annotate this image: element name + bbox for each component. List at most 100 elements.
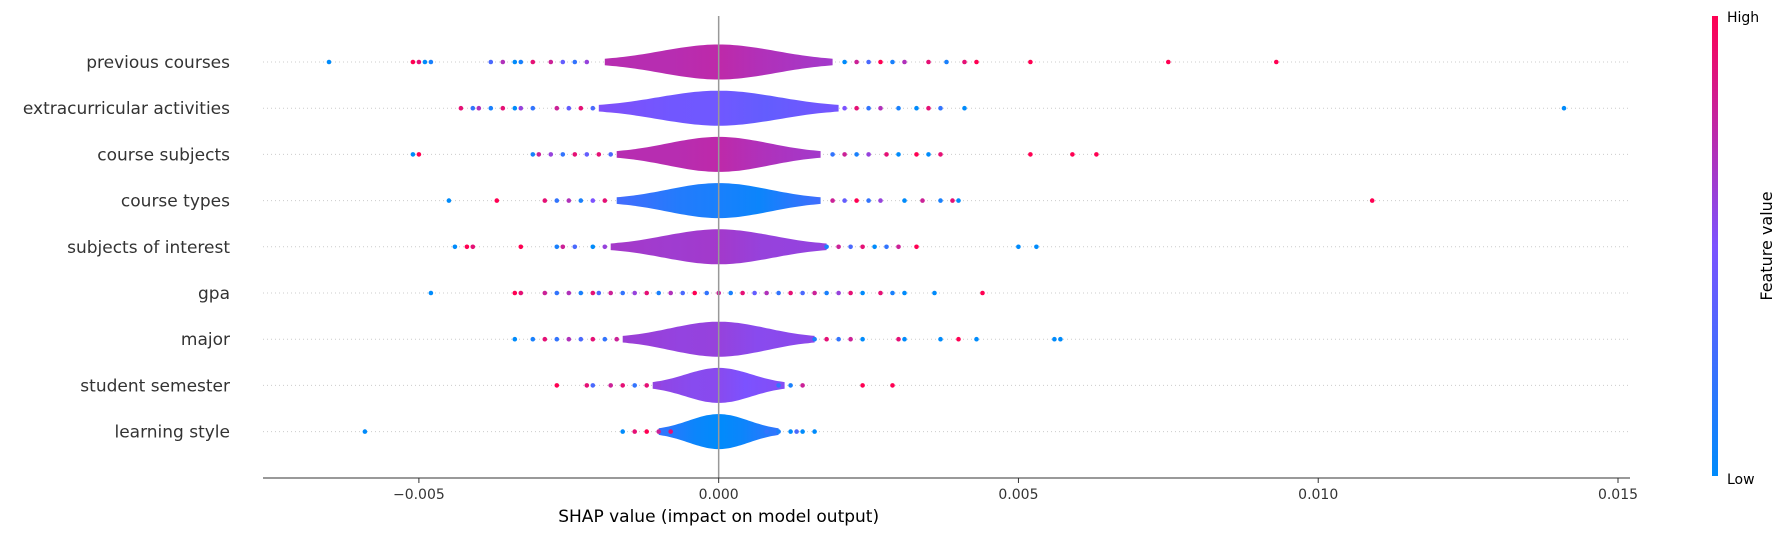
shap-point <box>704 290 709 296</box>
shap-point <box>890 59 895 65</box>
shap-point <box>620 429 625 434</box>
shap-point <box>764 429 769 434</box>
shap-point <box>518 290 524 296</box>
shap-point <box>644 290 649 296</box>
shap-point <box>926 105 931 111</box>
shap-point <box>896 244 901 250</box>
shap-point <box>326 59 332 65</box>
feature-label: previous courses <box>86 53 230 73</box>
shap-point <box>602 336 608 342</box>
shap-point <box>1016 244 1021 250</box>
shap-point <box>812 429 817 434</box>
shap-point <box>854 105 859 111</box>
shap-point <box>860 383 865 388</box>
shap-point <box>902 290 907 296</box>
shap-point <box>1561 105 1567 111</box>
shap-point <box>920 198 925 203</box>
shap-point <box>896 336 901 342</box>
shap-point <box>590 383 596 388</box>
shap-point <box>878 59 883 65</box>
shap-point <box>590 336 596 342</box>
colorbar <box>1712 16 1718 476</box>
shap-point <box>530 152 536 157</box>
shap-point <box>530 59 536 65</box>
shap-point <box>974 59 979 65</box>
shap-point <box>938 198 943 203</box>
shap-point <box>668 429 673 434</box>
shap-point <box>596 290 602 296</box>
shap-point <box>518 105 524 111</box>
shap-point <box>1058 336 1063 342</box>
feature-label: course subjects <box>97 145 230 165</box>
shap-point <box>644 429 649 434</box>
shap-point <box>896 105 901 111</box>
x-tick-label: 0.010 <box>1298 487 1338 503</box>
shap-point <box>788 290 793 296</box>
shap-point <box>554 244 560 250</box>
shap-point <box>554 105 560 111</box>
colorbar-title: Feature value <box>1757 191 1776 300</box>
shap-point <box>848 290 853 296</box>
shap-point <box>566 198 572 203</box>
shap-point <box>608 290 613 296</box>
shap-point <box>362 429 368 434</box>
shap-point <box>500 59 506 65</box>
shap-point <box>842 59 847 65</box>
shap-point <box>902 198 907 203</box>
shap-point <box>578 198 584 203</box>
shap-point <box>530 336 536 342</box>
shap-point <box>854 152 859 157</box>
shap-point <box>776 290 781 296</box>
shap-point <box>878 290 883 296</box>
shap-point <box>470 105 476 111</box>
shap-point <box>1034 244 1039 250</box>
shap-point <box>542 198 548 203</box>
shap-point <box>800 383 805 388</box>
shap-point <box>488 59 494 65</box>
shap-point <box>416 59 422 65</box>
shap-point <box>932 290 937 296</box>
shap-point <box>620 383 625 388</box>
shap-point <box>458 105 464 111</box>
shap-point <box>464 244 470 250</box>
shap-point <box>962 59 967 65</box>
shap-point <box>1274 59 1279 65</box>
shap-point <box>1166 59 1171 65</box>
shap-point <box>572 244 578 250</box>
shap-point <box>1094 152 1099 157</box>
shap-point <box>512 336 518 342</box>
shap-point <box>854 198 859 203</box>
shap-point <box>554 336 560 342</box>
shap-point <box>584 152 590 157</box>
shap-point <box>842 152 847 157</box>
shap-point <box>824 336 829 342</box>
shap-point <box>866 152 871 157</box>
shap-point <box>608 152 613 157</box>
shap-point <box>860 244 865 250</box>
shap-point <box>860 336 865 342</box>
feature-label: major <box>181 330 230 350</box>
shap-point <box>776 429 781 434</box>
feature-label: gpa <box>198 284 230 304</box>
shap-point <box>584 59 590 65</box>
shap-point <box>578 290 584 296</box>
shap-point <box>548 59 554 65</box>
shap-point <box>632 429 637 434</box>
shap-point <box>512 290 518 296</box>
shap-point <box>902 59 907 65</box>
shap-point <box>848 336 853 342</box>
shap-point <box>572 152 578 157</box>
shap-point <box>1028 152 1033 157</box>
shap-point <box>764 290 769 296</box>
shap-point <box>866 198 871 203</box>
shap-point <box>866 59 871 65</box>
shap-point <box>560 152 566 157</box>
shap-point <box>752 290 757 296</box>
shap-point <box>578 105 584 111</box>
shap-point <box>512 105 518 111</box>
shap-point <box>470 244 476 250</box>
shap-point <box>446 198 452 203</box>
shap-point <box>512 59 518 65</box>
shap-point <box>824 244 829 250</box>
shap-point <box>1052 336 1057 342</box>
